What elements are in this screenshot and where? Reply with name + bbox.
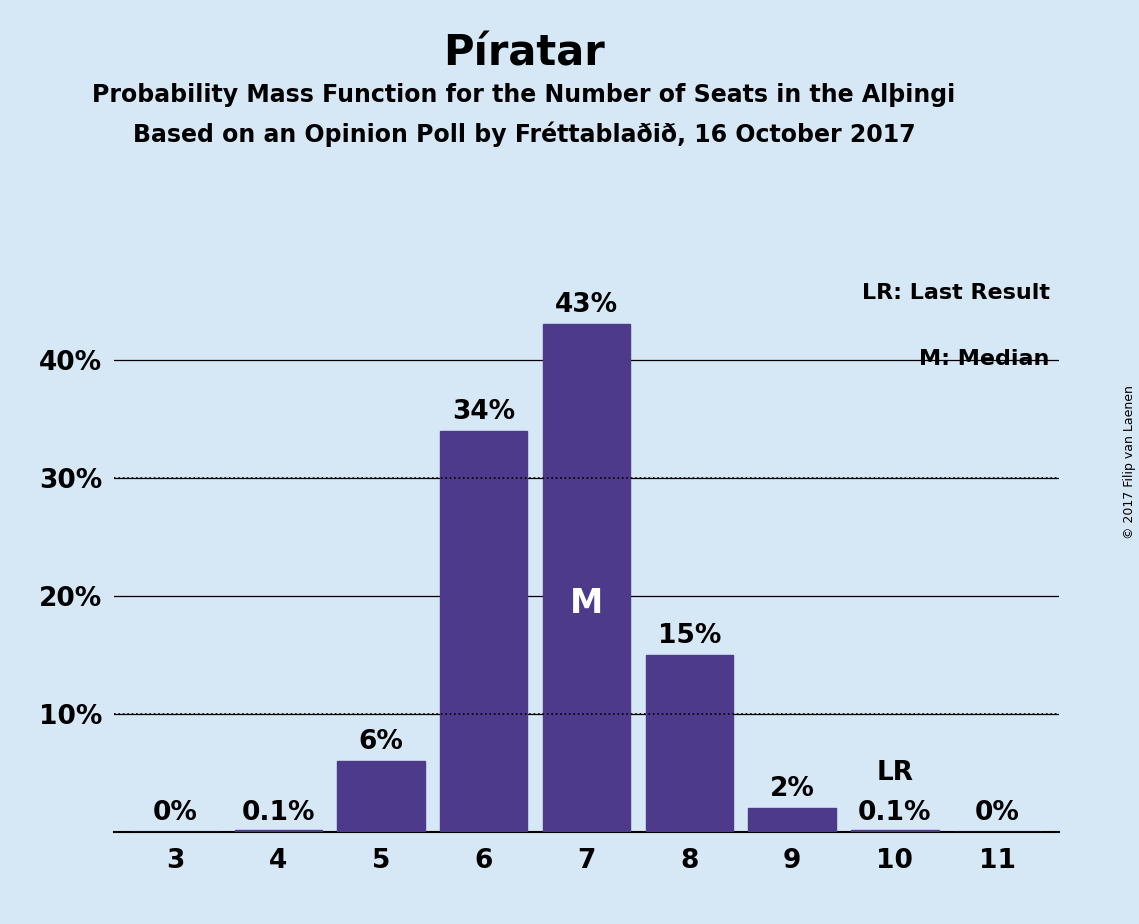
Bar bbox=[646, 655, 734, 832]
Text: 43%: 43% bbox=[555, 293, 618, 319]
Text: 34%: 34% bbox=[452, 398, 515, 425]
Bar bbox=[851, 831, 939, 832]
Text: Based on an Opinion Poll by Fréttablaðið, 16 October 2017: Based on an Opinion Poll by Fréttablaðið… bbox=[132, 122, 916, 148]
Text: 0.1%: 0.1% bbox=[241, 799, 316, 826]
Text: 2%: 2% bbox=[770, 776, 814, 802]
Bar bbox=[440, 431, 527, 832]
Text: M: Median: M: Median bbox=[919, 349, 1050, 370]
Bar bbox=[748, 808, 836, 832]
Text: 0.1%: 0.1% bbox=[858, 799, 932, 826]
Bar bbox=[235, 831, 322, 832]
Bar bbox=[543, 324, 630, 832]
Text: LR: LR bbox=[876, 760, 913, 785]
Text: 15%: 15% bbox=[657, 623, 721, 649]
Text: M: M bbox=[570, 587, 604, 620]
Text: © 2017 Filip van Laenen: © 2017 Filip van Laenen bbox=[1123, 385, 1137, 539]
Bar bbox=[337, 760, 425, 832]
Text: 6%: 6% bbox=[359, 729, 403, 755]
Text: 0%: 0% bbox=[153, 799, 198, 826]
Text: LR: Last Result: LR: Last Result bbox=[862, 283, 1050, 303]
Text: Probability Mass Function for the Number of Seats in the Alþingi: Probability Mass Function for the Number… bbox=[92, 83, 956, 107]
Text: Píratar: Píratar bbox=[443, 32, 605, 74]
Text: 0%: 0% bbox=[975, 799, 1021, 826]
